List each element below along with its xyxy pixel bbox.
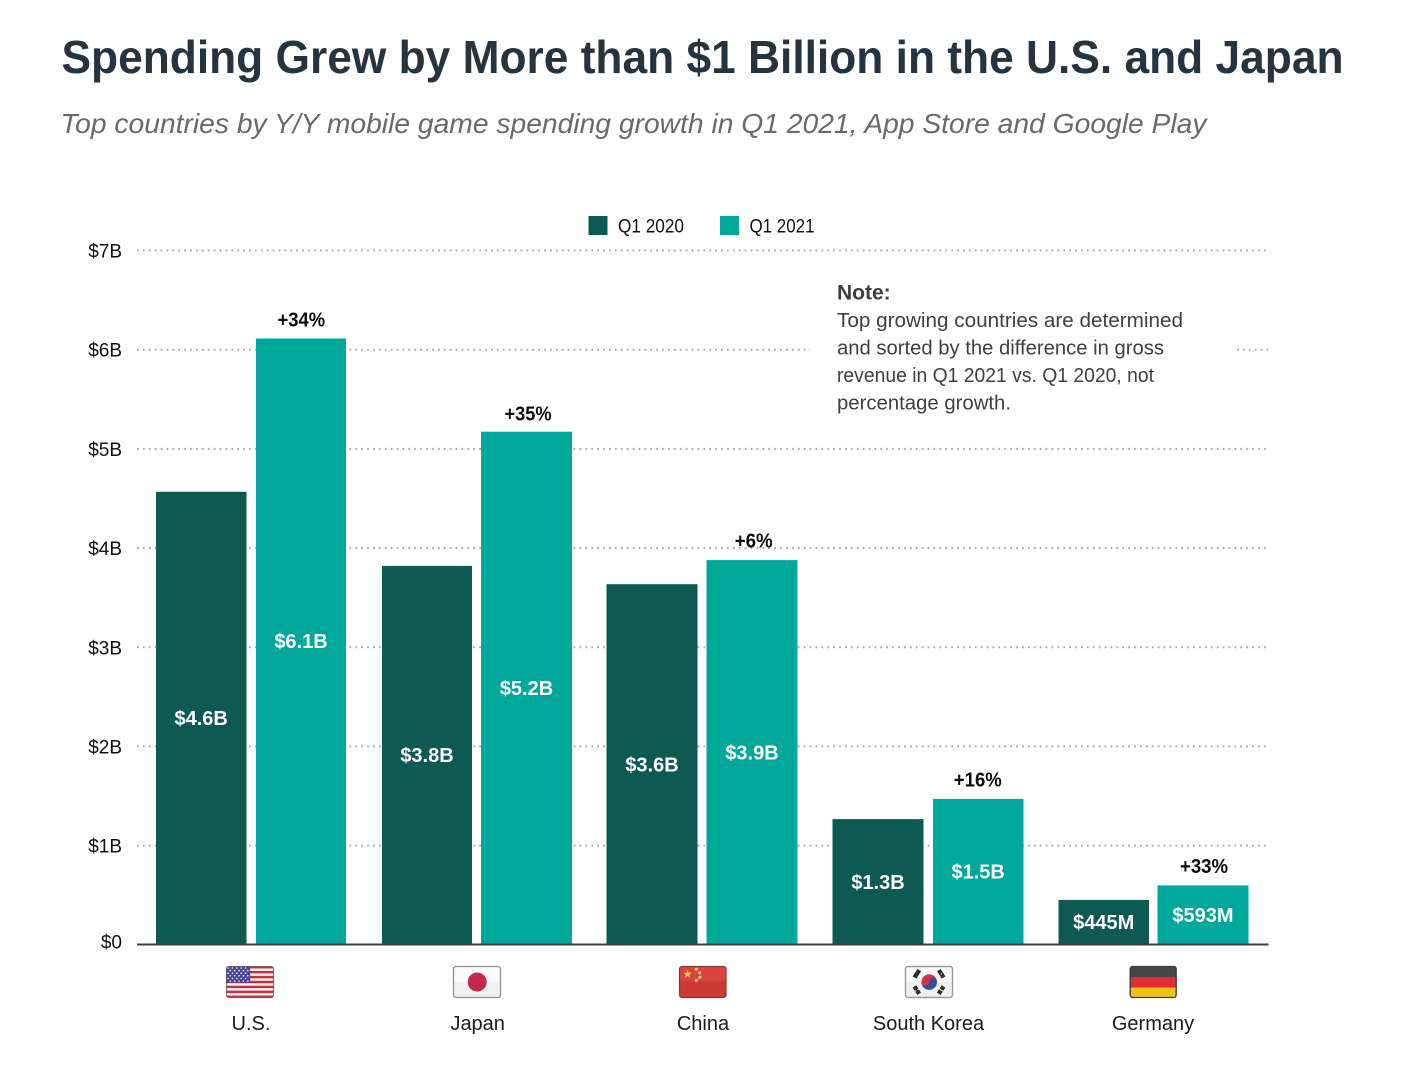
svg-text:$5.2B: $5.2B bbox=[500, 678, 553, 700]
svg-text:$3B: $3B bbox=[88, 638, 122, 659]
svg-text:Top growing countries are dete: Top growing countries are determined bbox=[837, 310, 1183, 332]
svg-text:$445M: $445M bbox=[1073, 912, 1134, 934]
svg-text:$0: $0 bbox=[101, 933, 122, 954]
svg-text:China: China bbox=[677, 1013, 730, 1035]
svg-text:$3.8B: $3.8B bbox=[400, 745, 453, 767]
svg-text:revenue in Q1 2021 vs. Q1 2020: revenue in Q1 2021 vs. Q1 2020, not bbox=[837, 365, 1154, 387]
svg-text:Q1 2021: Q1 2021 bbox=[750, 217, 815, 238]
svg-text:Top countries by Y/Y mobile ga: Top countries by Y/Y mobile game spendin… bbox=[61, 108, 1209, 139]
svg-text:$7B: $7B bbox=[88, 242, 122, 263]
svg-text:and sorted by the difference i: and sorted by the difference in gross bbox=[837, 338, 1164, 360]
svg-text:Germany: Germany bbox=[1112, 1013, 1194, 1035]
svg-text:+6%: +6% bbox=[735, 531, 773, 553]
svg-text:$6B: $6B bbox=[88, 341, 122, 362]
svg-text:$4B: $4B bbox=[88, 539, 122, 560]
svg-text:Q1 2020: Q1 2020 bbox=[618, 217, 684, 238]
svg-text:+34%: +34% bbox=[278, 310, 326, 332]
svg-text:$1.5B: $1.5B bbox=[952, 862, 1005, 884]
svg-text:$3.6B: $3.6B bbox=[625, 754, 678, 776]
svg-text:$3.9B: $3.9B bbox=[725, 742, 778, 764]
svg-text:$1.3B: $1.3B bbox=[851, 872, 904, 894]
svg-text:$593M: $593M bbox=[1172, 905, 1233, 927]
svg-text:+33%: +33% bbox=[1180, 856, 1228, 878]
svg-text:Note:: Note: bbox=[837, 282, 891, 305]
svg-text:$2B: $2B bbox=[88, 737, 122, 758]
svg-text:$4.6B: $4.6B bbox=[175, 708, 228, 730]
svg-text:Japan: Japan bbox=[450, 1013, 505, 1035]
svg-text:South Korea: South Korea bbox=[873, 1013, 985, 1035]
svg-text:+16%: +16% bbox=[954, 770, 1002, 792]
svg-text:Spending Grew by More than $1: Spending Grew by More than $1 Billion in… bbox=[62, 31, 1344, 83]
svg-text:$1B: $1B bbox=[88, 837, 122, 858]
svg-text:$5B: $5B bbox=[88, 440, 122, 461]
svg-text:U.S.: U.S. bbox=[232, 1013, 271, 1035]
svg-text:percentage growth.: percentage growth. bbox=[837, 393, 1011, 415]
svg-text:+35%: +35% bbox=[505, 404, 552, 426]
svg-text:$6.1B: $6.1B bbox=[274, 631, 327, 653]
